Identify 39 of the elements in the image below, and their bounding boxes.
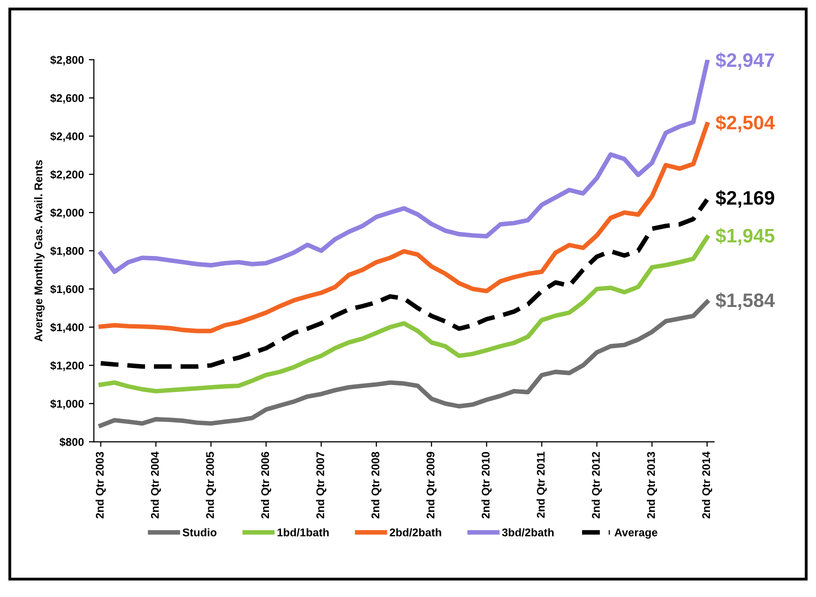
- line-series: [98, 235, 710, 394]
- y-tick-label: $1,000: [50, 399, 84, 410]
- y-tick-label: $2,800: [50, 55, 84, 66]
- y-tick-label: $1,800: [50, 246, 84, 256]
- x-tick-label: 2nd Qtr 2012: [592, 452, 602, 518]
- legend-label: 1bd/1bath: [278, 528, 329, 536]
- x-tick-label: 2nd Qtr 2011: [536, 452, 547, 518]
- x-tick-label: 2nd Qtr 2006: [260, 452, 272, 518]
- y-tick-label: $800: [60, 438, 84, 447]
- x-tick-label: 2nd Qtr 2009: [426, 452, 437, 518]
- x-tick-label: 2nd Qtr 2007: [316, 452, 326, 518]
- y-tick-label: $2,200: [50, 170, 84, 180]
- legend-label: 2bd/2bath: [390, 528, 442, 536]
- y-tick-label: $1,400: [50, 322, 84, 333]
- text: $1,584: [716, 292, 775, 310]
- x-tick-label: 2nd Qtr 2013: [646, 452, 658, 518]
- legend-label: Studio: [182, 528, 216, 536]
- legend-label: 3bd/2bath: [502, 528, 554, 536]
- text: $2,947: [716, 52, 774, 70]
- x-tick-label: 2nd Qtr 2010: [481, 452, 492, 518]
- y-tick-label: $2,600: [50, 94, 84, 104]
- legend-label: Average: [614, 528, 658, 539]
- y-tick-label: $2,000: [50, 208, 84, 218]
- y-tick-label: $2,400: [50, 132, 84, 142]
- y-axis-title: Average Monthly Gas. Avail. Rents: [34, 160, 45, 342]
- x-tick-label: 2nd Qtr 2003: [96, 452, 106, 518]
- x-tick-label: 2nd Qtr 2005: [206, 452, 216, 518]
- text: $1,945: [716, 228, 774, 246]
- text: $2,504: [716, 114, 775, 132]
- x-tick-label: 2nd Qtr 2008: [371, 452, 382, 518]
- y-tick-label: $1,600: [50, 284, 84, 295]
- line-series: [98, 60, 710, 274]
- y-tick-label: $1,200: [50, 361, 84, 372]
- x-tick-label: 2nd Qtr 2014: [702, 452, 712, 518]
- text: $2,169: [716, 190, 774, 208]
- x-tick-label: 2nd Qtr 2004: [150, 452, 161, 518]
- line-series: [98, 300, 710, 428]
- line-series: [98, 197, 710, 369]
- line-series: [98, 122, 710, 334]
